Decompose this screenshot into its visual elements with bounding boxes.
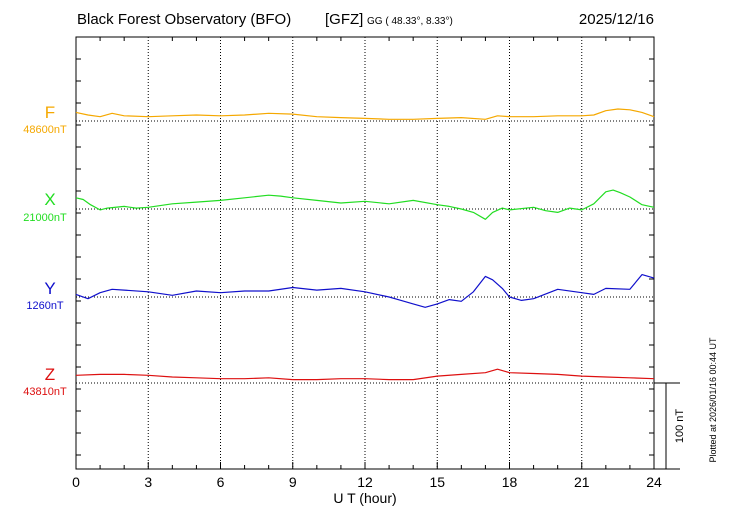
x-tick-label-0: 0 [72, 474, 80, 490]
series-layer [75, 108, 655, 381]
series-name-Y: Y [44, 279, 55, 298]
series-line-X [75, 189, 655, 220]
series-name-X: X [44, 190, 55, 209]
x-tick-label-24: 24 [646, 474, 662, 490]
x-axis-label: U T (hour) [333, 490, 396, 506]
x-tick-label-12: 12 [357, 474, 373, 490]
series-line-Z [75, 368, 655, 381]
scale-bar: 100 nT [654, 382, 686, 470]
baseline-layer [76, 120, 654, 384]
coords-label: GG ( 48.33°, 8.33°) [367, 16, 453, 27]
series-baseline-label-Z: 43810nT [23, 386, 67, 398]
x-tick-label-21: 21 [574, 474, 590, 490]
grid-layer [147, 37, 583, 469]
plotted-note: Plotted at 2026/01/16 00:44 UT [708, 337, 718, 463]
x-tick-label-15: 15 [429, 474, 445, 490]
institute-label: [GFZ] [325, 11, 363, 28]
chart-title: Black Forest Observatory (BFO) [77, 11, 291, 28]
date-label: 2025/12/16 [579, 11, 654, 28]
series-baseline-label-Y: 1260nT [26, 300, 64, 312]
series-line-F [75, 108, 655, 120]
x-tick-label-3: 3 [144, 474, 152, 490]
series-name-Z: Z [45, 365, 55, 384]
label-layer: F 48600nT X 21000nT Y 1260nT Z 43810nT [23, 103, 67, 398]
x-tick-label-18: 18 [502, 474, 518, 490]
series-baseline-label-X: 21000nT [23, 212, 67, 224]
series-baseline-label-F: 48600nT [23, 124, 67, 136]
tick-layer: 0 3 6 9 12 15 18 21 24 [72, 37, 662, 490]
x-tick-label-9: 9 [289, 474, 297, 490]
x-tick-label-6: 6 [217, 474, 225, 490]
scale-bar-label: 100 nT [674, 409, 686, 444]
series-name-F: F [45, 103, 55, 122]
series-line-Y [75, 274, 655, 308]
